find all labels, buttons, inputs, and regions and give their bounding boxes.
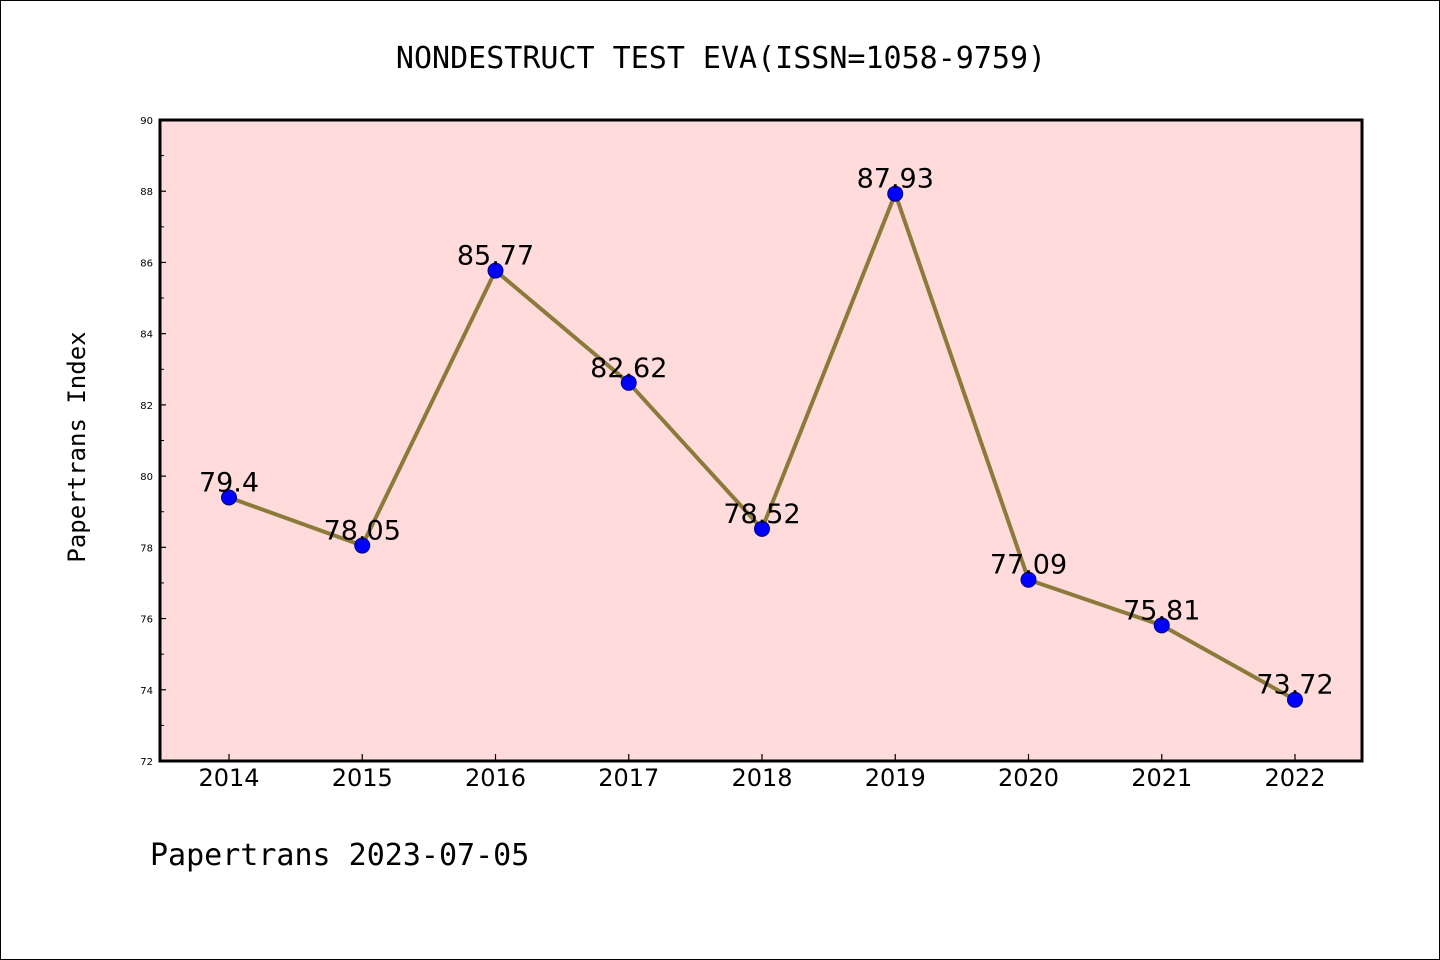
data-point xyxy=(1020,571,1037,588)
x-tick-label: 2018 xyxy=(731,764,792,792)
y-tick-label: 78 xyxy=(140,543,153,554)
y-tick-label: 74 xyxy=(140,686,153,697)
data-point xyxy=(887,185,904,202)
data-label: 73.72 xyxy=(1256,670,1333,701)
data-label: 78.52 xyxy=(723,499,800,530)
data-point xyxy=(1287,691,1303,708)
x-tick-label: 2019 xyxy=(865,764,926,792)
x-tick-label: 2020 xyxy=(998,764,1059,792)
data-label: 77.09 xyxy=(990,550,1067,581)
x-tick-label: 2014 xyxy=(198,764,259,792)
y-tick-label: 80 xyxy=(140,472,153,483)
data-label: 79.4 xyxy=(199,467,259,498)
y-tick-label: 82 xyxy=(140,401,153,412)
data-label: 78.05 xyxy=(324,516,401,547)
data-point xyxy=(221,489,237,506)
plot-area xyxy=(160,120,1362,761)
y-tick-label: 86 xyxy=(140,258,153,269)
y-tick-label: 84 xyxy=(140,330,153,341)
data-label: 87.93 xyxy=(857,164,934,195)
data-labels: 79.4 78.05 85.77 82.62 78.52 87.93 77.09 75.81 7… xyxy=(199,164,1334,701)
data-point xyxy=(487,262,504,279)
x-tick-label: 2017 xyxy=(598,764,659,792)
data-point xyxy=(1153,617,1170,634)
footer-text: Papertrans 2023-07-05 xyxy=(150,838,529,873)
data-markers xyxy=(221,185,1303,708)
y-tick-label: 90 xyxy=(140,116,153,127)
y-axis-label: Papertrans Index xyxy=(63,331,91,562)
data-point xyxy=(754,520,770,537)
x-tick-label: 2022 xyxy=(1264,764,1325,792)
plot-frame xyxy=(158,118,1364,763)
y-tick-label: 72 xyxy=(140,757,153,768)
data-label: 75.81 xyxy=(1123,595,1200,626)
y-tick-label: 88 xyxy=(140,187,153,198)
x-axis: 2014 2015 2016 2017 2018 2019 2020 2021 2022 xyxy=(198,754,1326,792)
x-tick-label: 2016 xyxy=(465,764,526,792)
x-tick-label: 2015 xyxy=(332,764,393,792)
x-tick-label: 2021 xyxy=(1131,764,1192,792)
data-point xyxy=(620,374,637,391)
y-axis: 72 74 76 78 80 82 84 86 88 90 xyxy=(140,116,166,768)
y-tick-label: 76 xyxy=(140,615,153,626)
data-label: 82.62 xyxy=(590,353,667,384)
data-label: 85.77 xyxy=(457,241,534,272)
chart-title: NONDESTRUCT TEST EVA(ISSN=1058-9759) xyxy=(396,41,1046,76)
data-point xyxy=(354,537,371,554)
